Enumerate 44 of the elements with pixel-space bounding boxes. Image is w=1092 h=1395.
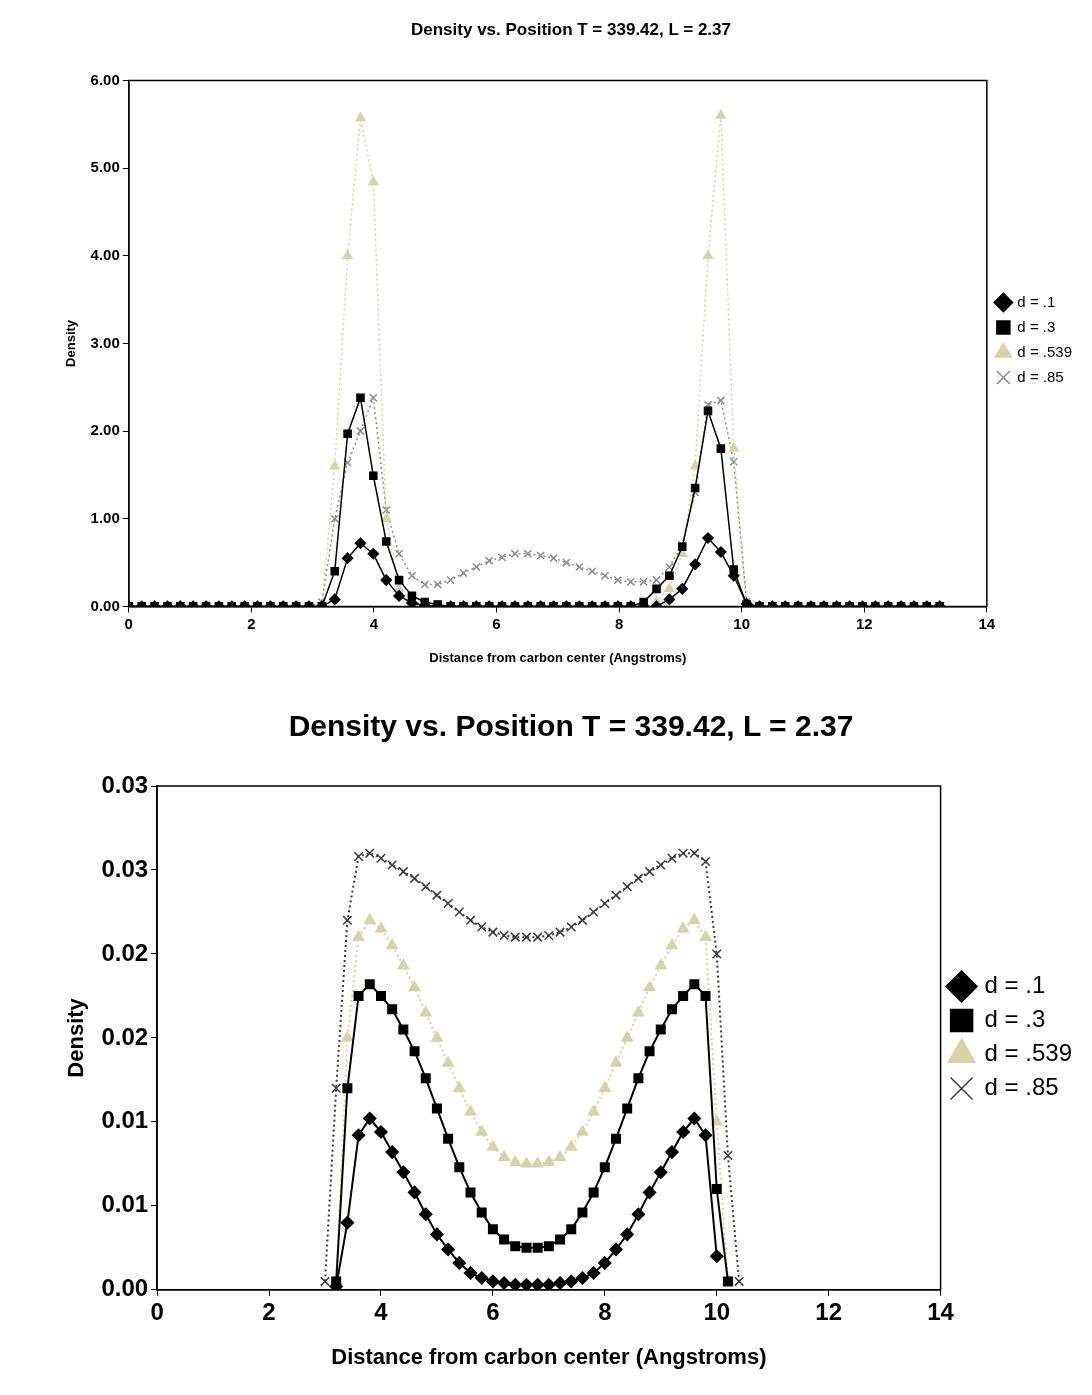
y-tick-label: 0.02	[101, 938, 149, 966]
y-tick-label: 6.00	[90, 70, 120, 88]
x-tick-label: 0	[150, 1297, 164, 1325]
y-tick-label: 2.00	[90, 421, 120, 439]
y-axis-title: Density	[63, 997, 89, 1078]
legend-label: d = .85	[984, 1073, 1059, 1101]
x-tick-label: 10	[733, 614, 751, 632]
legend-label: d = .539	[1017, 342, 1073, 360]
legend-label: d = .85	[1017, 367, 1064, 385]
y-tick-label: 0.01	[101, 1106, 149, 1134]
y-tick-label: 3.00	[90, 333, 120, 351]
legend-label: d = .1	[1017, 292, 1056, 310]
x-tick-label: 6	[486, 1297, 500, 1325]
x-tick-label: 0	[124, 614, 133, 632]
y-tick-label: 4.00	[90, 245, 120, 263]
x-axis-title: Distance from carbon center (Angstroms)	[429, 649, 687, 665]
x-axis-title: Distance from carbon center (Angstroms)	[331, 1343, 767, 1369]
x-tick-label: 6	[492, 614, 501, 632]
x-tick-label: 14	[978, 614, 996, 632]
y-axis-title: Density	[63, 319, 79, 367]
legend-label: d = .1	[984, 971, 1046, 999]
y-tick-label: 1.00	[90, 508, 120, 526]
y-tick-label: 5.00	[90, 158, 120, 176]
y-tick-label: 0.03	[101, 770, 149, 798]
chart-title: Density vs. Position T = 339.42, L = 2.37	[410, 19, 732, 39]
legend-label: d = .3	[1017, 317, 1056, 335]
x-tick-label: 2	[262, 1297, 276, 1325]
legend-label: d = .539	[984, 1039, 1073, 1067]
x-tick-label: 4	[374, 1297, 389, 1325]
x-tick-label: 8	[598, 1297, 612, 1325]
chart-title: Density vs. Position T = 339.42, L = 2.37	[288, 709, 854, 743]
x-tick-label: 2	[247, 614, 256, 632]
x-tick-label: 10	[703, 1297, 731, 1325]
y-tick-label: 0.00	[90, 596, 120, 614]
x-tick-label: 12	[815, 1297, 843, 1325]
x-tick-label: 12	[855, 614, 873, 632]
x-tick-label: 4	[369, 614, 379, 632]
y-tick-label: 0.02	[101, 1022, 149, 1050]
y-tick-label: 0.03	[101, 854, 149, 882]
legend-label: d = .3	[984, 1005, 1046, 1033]
y-tick-label: 0.00	[101, 1274, 149, 1302]
x-tick-label: 8	[614, 614, 624, 632]
x-tick-label: 14	[927, 1297, 955, 1325]
y-tick-label: 0.01	[101, 1190, 149, 1218]
